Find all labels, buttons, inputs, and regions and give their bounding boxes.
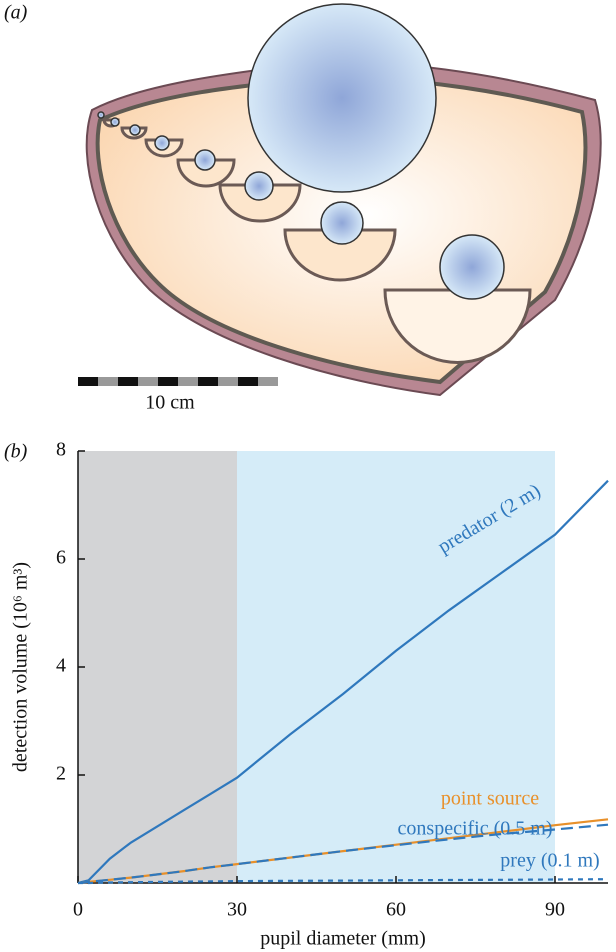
chart: (b) pupil diameter (mm) detection volume… [4, 439, 609, 950]
y-tick-label: 6 [56, 547, 66, 569]
scale-bar [78, 377, 278, 386]
series-label: prey (0.1 m) [500, 850, 599, 872]
x-tick-label: 60 [386, 899, 406, 921]
y-tick-label: 2 [56, 763, 66, 785]
panel-label: (a) [4, 2, 28, 24]
shaded-region [78, 451, 237, 883]
y-axis-label: detection volume (10⁶ m³) [10, 562, 32, 772]
scale-label: 10 cm [145, 392, 195, 414]
y-tick-label: 8 [56, 439, 66, 461]
x-axis-label: pupil diameter (mm) [260, 928, 426, 950]
x-tick-label: 30 [227, 899, 247, 921]
series-label: conspecific (0.5 m) [398, 818, 553, 840]
y-tick-label: 4 [56, 655, 66, 677]
panel-a-illustration: (a) 10 cm [4, 2, 602, 414]
panel-label: (b) [4, 441, 28, 463]
x-tick-label: 0 [73, 899, 83, 921]
series-line [77, 479, 609, 885]
x-tick-label: 90 [545, 899, 565, 921]
series-line [77, 823, 609, 885]
series-label: point source [441, 788, 539, 810]
shaded-region [237, 451, 555, 883]
